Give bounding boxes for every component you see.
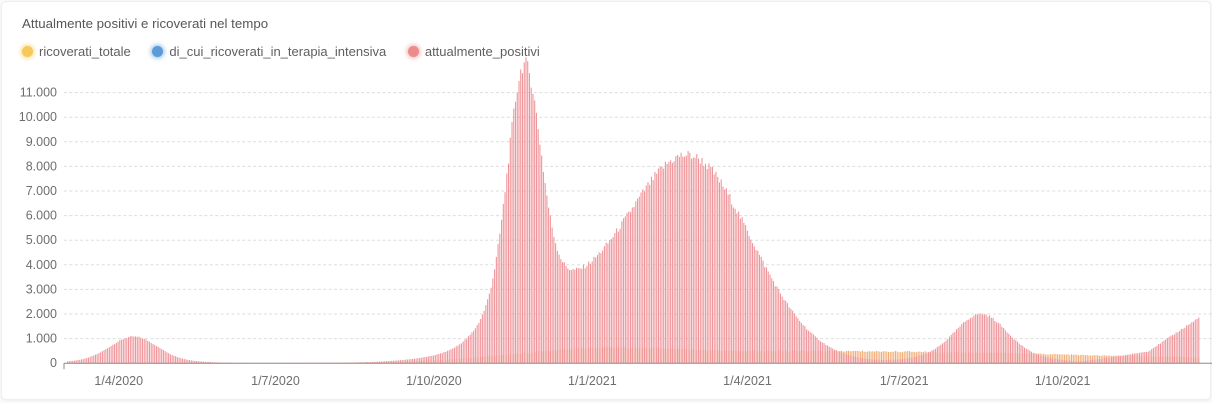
svg-text:0: 0 bbox=[50, 356, 57, 370]
svg-text:1/10/2021: 1/10/2021 bbox=[1035, 374, 1091, 388]
svg-text:7.000: 7.000 bbox=[26, 184, 57, 198]
svg-text:3.000: 3.000 bbox=[26, 282, 57, 296]
svg-text:11.000: 11.000 bbox=[20, 86, 57, 100]
svg-text:1/4/2020: 1/4/2020 bbox=[94, 374, 143, 388]
svg-text:4.000: 4.000 bbox=[26, 258, 57, 272]
svg-text:1/1/2021: 1/1/2021 bbox=[568, 374, 617, 388]
svg-text:9.000: 9.000 bbox=[26, 135, 57, 149]
svg-text:10.000: 10.000 bbox=[19, 110, 57, 124]
svg-text:8.000: 8.000 bbox=[26, 159, 57, 173]
svg-text:1.000: 1.000 bbox=[26, 332, 57, 346]
svg-text:6.000: 6.000 bbox=[26, 209, 57, 223]
svg-text:1/7/2020: 1/7/2020 bbox=[251, 374, 300, 388]
svg-text:1/4/2021: 1/4/2021 bbox=[723, 374, 772, 388]
svg-text:2.000: 2.000 bbox=[26, 307, 57, 321]
svg-text:1/7/2021: 1/7/2021 bbox=[880, 374, 929, 388]
svg-text:1/10/2020: 1/10/2020 bbox=[406, 374, 462, 388]
svg-text:5.000: 5.000 bbox=[26, 233, 57, 247]
